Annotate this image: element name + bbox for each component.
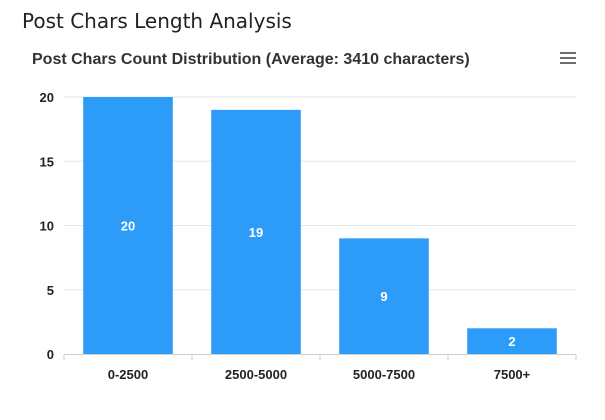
data-label: 9	[380, 289, 387, 304]
x-tick-label: 0-2500	[108, 367, 148, 382]
y-tick-label: 0	[47, 347, 54, 362]
bar-5000-7500[interactable]	[339, 238, 429, 354]
y-tick-label: 20	[40, 90, 54, 105]
y-tick-label: 5	[47, 283, 54, 298]
x-axis	[63, 354, 577, 360]
y-tick-label: 15	[40, 154, 54, 169]
menu-bar	[560, 52, 576, 54]
bar-2500-5000[interactable]	[211, 109, 301, 354]
hamburger-menu-icon[interactable]	[556, 48, 580, 68]
menu-bar	[560, 62, 576, 64]
data-labels: 20 19 9 2	[121, 219, 516, 350]
bars	[83, 97, 557, 354]
data-label: 2	[508, 334, 515, 349]
bar-7500+[interactable]	[467, 328, 557, 354]
data-label: 20	[121, 219, 135, 234]
x-axis-ticks: 0-2500 2500-5000 5000-7500 7500+	[108, 367, 531, 382]
x-tick-label: 7500+	[494, 367, 531, 382]
y-axis-ticks: 0 5 10 15 20	[40, 90, 54, 362]
chart-title: Post Chars Count Distribution (Average: …	[32, 51, 470, 68]
x-tick-label: 5000-7500	[353, 367, 415, 382]
data-label: 19	[249, 225, 263, 240]
page-title: Post Chars Length Analysis	[22, 9, 292, 33]
bar-0-2500[interactable]	[83, 97, 173, 354]
menu-bar	[560, 57, 576, 59]
y-tick-label: 10	[40, 219, 54, 234]
x-tick-label: 2500-5000	[225, 367, 287, 382]
